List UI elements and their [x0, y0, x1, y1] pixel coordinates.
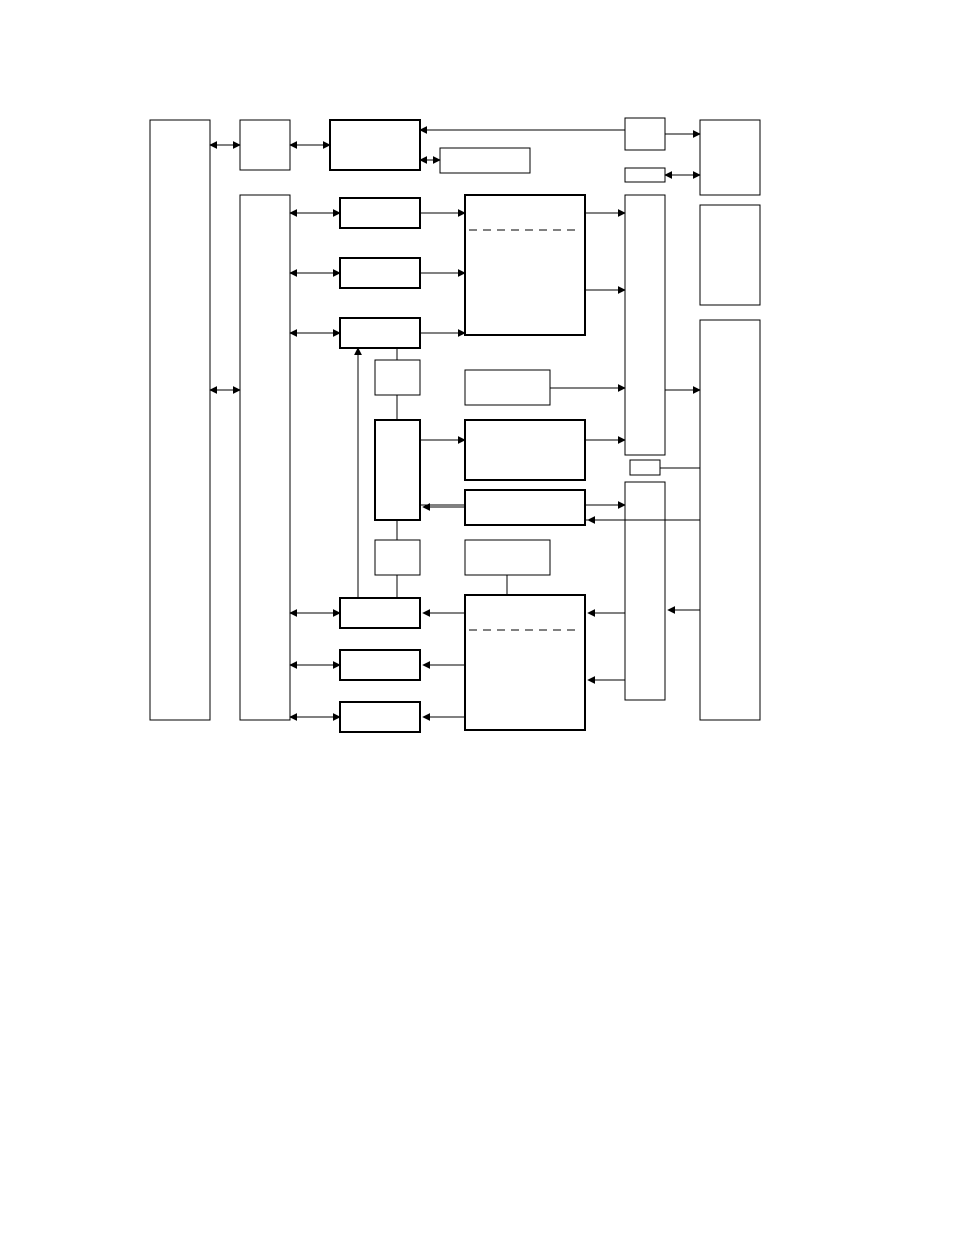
node-c_r1 — [340, 198, 420, 228]
node-colA — [150, 120, 210, 720]
node-f_top — [700, 120, 760, 195]
node-colB — [240, 195, 290, 720]
node-d_big2 — [465, 595, 585, 730]
node-b_top — [240, 120, 290, 170]
node-e_slit — [625, 168, 665, 182]
block-diagram — [0, 0, 954, 1235]
node-c_b2 — [340, 650, 420, 680]
node-d_s4 — [465, 540, 550, 575]
node-f_mid — [700, 205, 760, 305]
node-c_small — [375, 360, 420, 395]
node-d_bar — [440, 148, 530, 173]
node-e_chip — [630, 460, 660, 475]
node-d_s3 — [465, 490, 585, 525]
node-f_bot — [700, 320, 760, 720]
node-d_s1 — [465, 370, 550, 405]
node-c_r2 — [340, 258, 420, 288]
node-c_top — [330, 120, 420, 170]
node-c_e1 — [375, 420, 420, 520]
node-c_b3 — [340, 702, 420, 732]
node-c_r3 — [340, 318, 420, 348]
node-e_top — [625, 118, 665, 150]
node-e_bar2 — [625, 482, 665, 700]
node-c_b1 — [340, 598, 420, 628]
node-d_s2 — [465, 420, 585, 480]
node-c_e2 — [375, 540, 420, 575]
node-e_bar1 — [625, 195, 665, 455]
node-d_big1 — [465, 195, 585, 335]
